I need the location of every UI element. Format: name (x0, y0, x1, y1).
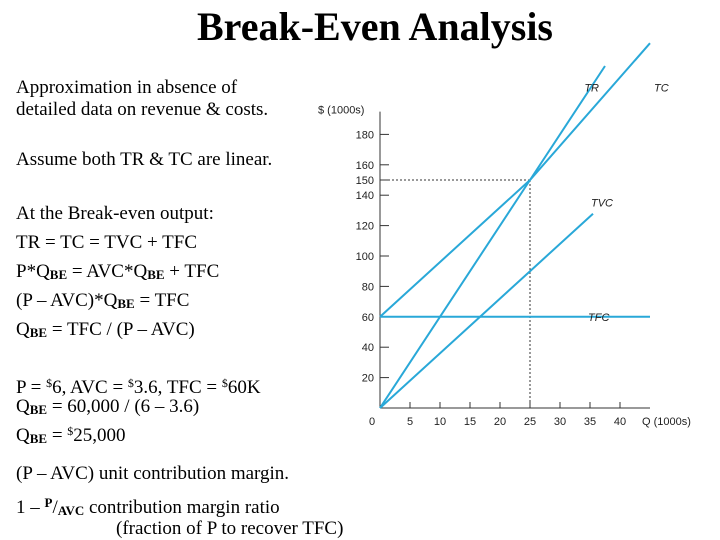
y-tick-label: 80 (362, 281, 374, 293)
series-label-tc: TC (654, 83, 669, 95)
breakeven-heading: At the Break-even output: (16, 203, 214, 224)
equation-4: QBE = TFC / (P – AVC) (16, 319, 195, 340)
example-calculation: QBE = 60,000 / (6 – 3.6) (16, 396, 200, 417)
y-tick-label: 100 (356, 251, 374, 263)
series-label-tvc: TVC (591, 198, 613, 210)
y-tick-label: 150 (356, 175, 374, 187)
y-tick-label: 180 (356, 129, 374, 141)
y-tick-label: 40 (362, 342, 374, 354)
chart-axes: 20 40 60 80 100 120 140 150 160 180 0 5 10 15 20 25 30 35… (356, 111, 650, 428)
y-axis-label: $ (1000s) (318, 105, 364, 117)
intro-line-2: detailed data on revenue & costs. (16, 99, 269, 120)
x-tick-label: 15 (464, 416, 476, 428)
x-tick-label: 25 (524, 416, 536, 428)
contribution-ratio-note: (fraction of P to recover TFC) (116, 518, 344, 539)
series-line-tc (379, 42, 651, 318)
series-label-tr: TR (584, 83, 599, 95)
x-tick-label: 35 (584, 416, 596, 428)
chart-series (379, 42, 651, 409)
equation-1: TR = TC = TVC + TFC (16, 232, 198, 253)
series-label-tfc: TFC (588, 312, 609, 324)
x-axis-label: Q (1000s) (642, 416, 691, 428)
y-tick-label: 140 (356, 190, 374, 202)
assume-line: Assume both TR & TC are linear. (16, 149, 273, 170)
intro-line-1: Approximation in absence of (16, 77, 238, 98)
y-tick-label: 120 (356, 221, 374, 233)
series-line-tr (379, 65, 606, 409)
y-tick-label: 20 (362, 373, 374, 385)
chart-labels: $ (1000s) Q (1000s) TR TC TVC TFC (318, 83, 691, 428)
x-tick-label: 0 (369, 416, 375, 428)
x-tick-label: 10 (434, 416, 446, 428)
contribution-ratio-line: 1 – P/AVC contribution margin ratio (16, 495, 280, 518)
equation-2: P*QBE = AVC*QBE + TFC (16, 261, 220, 282)
series-line-tvc (379, 213, 594, 409)
x-tick-label: 30 (554, 416, 566, 428)
x-tick-label: 5 (407, 416, 413, 428)
y-tick-label: 60 (362, 312, 374, 324)
y-tick-label: 160 (356, 160, 374, 172)
example-result: QBE = $25,000 (16, 424, 126, 446)
equation-3: (P – AVC)*QBE = TFC (16, 290, 190, 311)
break-even-guides (380, 179, 531, 408)
x-tick-label: 40 (614, 416, 626, 428)
x-tick-label: 20 (494, 416, 506, 428)
contribution-margin-line: (P – AVC) unit contribution margin. (16, 463, 290, 484)
example-values: P = $6, AVC = $3.6, TFC = $60K (16, 376, 261, 398)
page-title: Break-Even Analysis (197, 4, 553, 49)
